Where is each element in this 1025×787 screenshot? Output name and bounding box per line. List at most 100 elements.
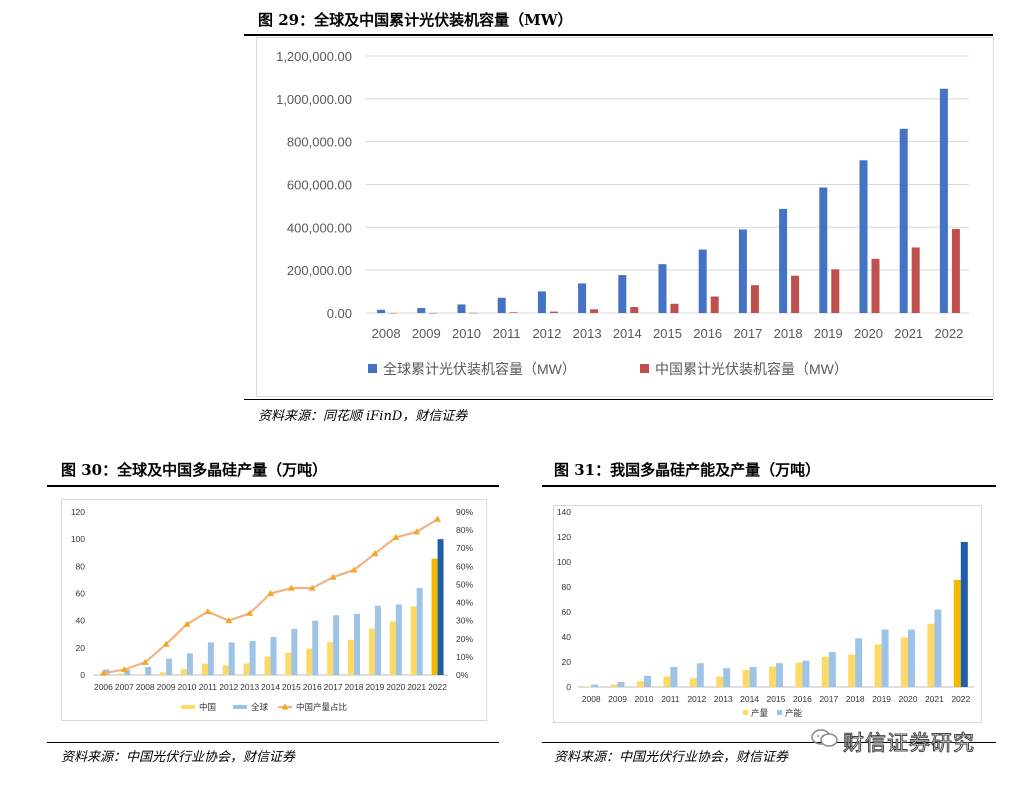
x-tick-label: 2008 xyxy=(372,326,401,341)
figure-29-bottom-rule xyxy=(244,399,993,400)
legend-label-output: 产量 xyxy=(751,708,769,718)
bar-capacity xyxy=(591,684,599,687)
x-tick-label: 2008 xyxy=(582,694,601,704)
bar-china xyxy=(590,309,599,313)
china-share-marker xyxy=(308,584,316,591)
legend-swatch-capacity xyxy=(777,710,782,715)
x-tick-label: 2008 xyxy=(136,682,155,692)
bar-output xyxy=(795,662,803,687)
x-tick-label: 2012 xyxy=(532,326,561,341)
bar-capacity xyxy=(749,667,757,687)
y-tick-label: 100 xyxy=(557,557,571,567)
x-tick-label: 2006 xyxy=(94,682,113,692)
bar-china xyxy=(509,312,518,313)
bar-china xyxy=(831,269,840,313)
y-left-tick-label: 20 xyxy=(76,643,86,653)
figure-31-source: 资料来源：中国光伏行业协会，财信证券 xyxy=(554,750,789,765)
legend-swatch-global xyxy=(233,705,247,709)
legend-marker-china-share xyxy=(281,703,289,710)
y-tick-label: 400,000.00 xyxy=(287,220,352,235)
bar-global xyxy=(698,249,707,313)
china-share-marker xyxy=(392,533,400,540)
y-left-tick-label: 80 xyxy=(76,561,86,571)
bar-capacity xyxy=(617,682,625,687)
china-share-marker xyxy=(162,640,170,647)
y-left-tick-label: 100 xyxy=(71,534,85,544)
bar-global xyxy=(437,539,444,675)
bar-global xyxy=(416,588,423,675)
bar-global xyxy=(417,308,426,313)
x-tick-label: 2015 xyxy=(653,326,682,341)
figure-30-source: 资料来源：中国光伏行业协会，财信证券 xyxy=(61,750,296,765)
bar-output xyxy=(689,678,697,687)
bar-global xyxy=(374,605,381,675)
x-tick-label: 2020 xyxy=(854,326,883,341)
bar-output xyxy=(742,670,750,687)
y-tick-label: 20 xyxy=(562,657,572,667)
bar-global xyxy=(124,669,131,675)
y-tick-label: 80 xyxy=(562,582,572,592)
bar-global xyxy=(186,653,193,675)
y-tick-label: 0 xyxy=(566,682,571,692)
bar-output xyxy=(927,623,935,687)
china-share-marker xyxy=(246,609,254,616)
figure-29-source: 资料来源：同花顺 iFinD，财信证券 xyxy=(258,409,468,424)
x-tick-label: 2018 xyxy=(846,694,865,704)
y-tick-label: 40 xyxy=(562,632,572,642)
x-tick-label: 2015 xyxy=(282,682,301,692)
bar-china xyxy=(389,621,396,675)
figure-31-top-rule xyxy=(542,485,996,487)
bar-china xyxy=(871,258,880,313)
bar-global xyxy=(207,642,214,675)
bar-capacity xyxy=(723,668,731,687)
bar-capacity xyxy=(960,542,968,687)
y-tick-label: 140 xyxy=(557,507,571,517)
china-share-marker xyxy=(350,566,358,573)
bar-china xyxy=(139,674,146,675)
y-tick-label: 60 xyxy=(562,607,572,617)
bar-china xyxy=(180,668,187,675)
x-tick-label: 2014 xyxy=(740,694,759,704)
china-share-marker xyxy=(267,590,274,596)
bar-china xyxy=(911,247,920,313)
bar-output xyxy=(821,656,829,687)
legend-label-capacity: 产能 xyxy=(785,708,803,718)
bar-output xyxy=(953,579,961,687)
china-share-marker xyxy=(120,666,128,673)
figure-29-title: 图 29：全球及中国累计光伏装机容量（MW） xyxy=(258,11,573,29)
bar-global xyxy=(166,658,173,675)
x-tick-label: 2017 xyxy=(324,682,343,692)
x-tick-label: 2018 xyxy=(774,326,803,341)
x-tick-label: 2013 xyxy=(240,682,259,692)
y-right-tick-label: 50% xyxy=(456,579,473,589)
x-tick-label: 2016 xyxy=(303,682,322,692)
china-share-marker xyxy=(183,620,191,627)
x-tick-label: 2011 xyxy=(199,682,218,692)
bar-capacity xyxy=(855,638,863,687)
x-tick-label: 2022 xyxy=(951,694,970,704)
figure-31-chart: 0 20 40 60 80 100 120 140 2008 2009 2010 2011 2012 20… xyxy=(557,507,974,718)
y-tick-label: 800,000.00 xyxy=(287,135,352,150)
figure-30-top-rule xyxy=(47,485,499,487)
bar-global xyxy=(377,309,386,313)
x-tick-label: 2019 xyxy=(872,694,891,704)
figure-30-chart: 0 20 40 60 80 100 120 0% 10% 20% 30% 40% 50% 60% 70% 80… xyxy=(71,507,474,712)
x-tick-label: 2021 xyxy=(925,694,944,704)
y-right-tick-label: 80% xyxy=(456,525,473,535)
bar-china xyxy=(368,628,375,675)
x-tick-label: 2011 xyxy=(661,694,680,704)
bar-global xyxy=(457,304,466,313)
figure-29-chart: 0.00 200,000.00 400,000.00 600,000.00 800,00… xyxy=(276,49,969,377)
bar-china xyxy=(306,648,313,675)
bar-china xyxy=(429,312,438,314)
china-share-marker xyxy=(225,617,233,624)
y-right-tick-label: 60% xyxy=(456,561,473,571)
bar-china xyxy=(469,312,478,314)
bar-china xyxy=(264,656,271,675)
x-tick-label: 2013 xyxy=(573,326,602,341)
bar-global xyxy=(618,275,627,313)
legend-label-china: 中国 xyxy=(199,702,216,712)
bar-capacity xyxy=(776,663,783,687)
bar-output xyxy=(663,676,671,687)
legend-swatch-output xyxy=(743,710,748,715)
